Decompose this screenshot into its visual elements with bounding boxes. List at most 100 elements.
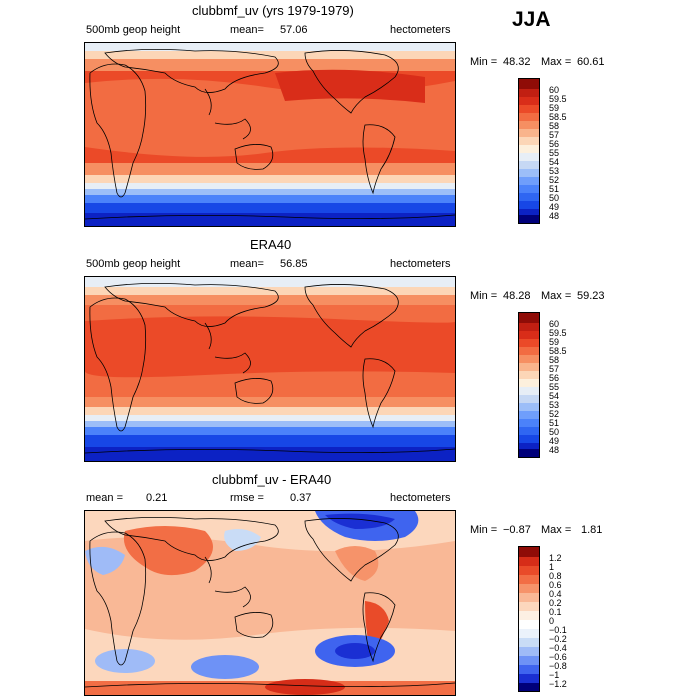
panel-1-max-label: Max = [541,56,572,68]
panel-2-mean-label: mean= [230,258,264,270]
map-2-coast-india [204,322,212,350]
cbar-1-label: 58.5 [549,112,567,122]
map-3-south-atlantic-core [335,643,375,659]
cbar-2-swatch [519,339,539,347]
map-2-coast-indonesia [214,352,251,374]
map-2-band-south-5 [85,435,455,447]
cbar-2-swatch [519,403,539,411]
map-2-band-north-mid [85,295,455,305]
cbar-2-swatch [519,419,539,427]
cbar-3-label: 1.2 [549,553,562,563]
cbar-1-swatch [519,169,539,177]
panel-1-map [84,42,456,227]
cbar-2-swatch [519,379,539,387]
map-1-coast-south-america [362,124,396,195]
cbar-3-label: 0.6 [549,580,562,590]
panel-1-title: clubbmf_uv (yrs 1979-1979) [192,3,354,18]
panel-1-min-value: 48.32 [503,56,531,68]
panel-2-field: 500mb geop height [86,258,181,270]
cbar-3-swatch [519,566,539,575]
map-2-band-south-sub [85,397,455,407]
map-1-coast-africa [89,63,147,198]
cbar-3-label: −0.1 [549,625,567,635]
map-1-band-south-2 [85,183,455,189]
map-3-west-negative [85,546,125,575]
cbar-1-label: 51 [549,184,560,194]
panel-2-min-label: Min = [470,290,498,302]
map-1-coast-north-america [304,50,399,114]
cbar-3-swatch [519,647,539,656]
cbar-1-label: 57 [549,130,560,140]
panel-3-rmse-label: rmse = [230,492,264,504]
cbar-1-swatch [519,153,539,161]
cbar-2-swatch [519,323,539,331]
panel-3-rmse-value: 0.37 [290,492,312,504]
map-3-coastlines [85,517,455,688]
cbar-3-label: 1 [549,562,555,572]
map-1-band-south-4 [85,195,455,203]
map-3-coast-india [204,556,212,584]
cbar-3-label: −0.2 [549,634,567,644]
cbar-1-label: 58 [549,121,560,131]
cbar-2-swatch [519,395,539,403]
panel-3-colorbar [518,546,540,692]
map-1-coast-antarctica [85,214,455,220]
cbar-1-label: 59.5 [549,94,567,104]
map-2-coastlines [85,283,455,454]
map-2-coast-australia [234,378,274,404]
map-3-asia-positive [123,526,213,576]
cbar-3-label: 0 [549,616,555,626]
cbar-1-label: 54 [549,157,560,167]
map-1-warm-blob [275,69,425,103]
map-1-coast-australia [234,144,274,170]
map-2-coast-south-america [362,358,396,429]
cbar-1-swatch [519,129,539,137]
cbar-3-swatch [519,674,539,683]
cbar-1-label: 53 [549,166,560,176]
panel-1-mean-value: 57.06 [280,24,308,36]
cbar-2-swatch [519,427,539,435]
cbar-3-swatch [519,620,539,629]
cbar-3-swatch [519,656,539,665]
panel-1-map-svg [85,43,455,226]
cbar-3-label: 0.1 [549,607,562,617]
panel-3-map [84,510,456,696]
map-2-coast-africa [89,297,147,432]
panel-3-title: clubbmf_uv - ERA40 [212,472,332,487]
panel-3-min-value: −0.87 [503,524,531,536]
map-2-band-antarctic [85,447,455,461]
map-1-band-south-3 [85,189,455,195]
map-3-antarctic-core [265,679,345,695]
cbar-1-label: 48 [549,211,560,221]
cbar-1-label: 60 [549,85,560,95]
panel-1-colorbar [518,78,540,224]
cbar-3-swatch [519,638,539,647]
cbar-3-label: 0.2 [549,598,562,608]
map-1-band-arctic [85,43,455,51]
cbar-2-label: 60 [549,319,560,329]
panel-2-title: ERA40 [250,237,292,252]
map-1-band-antarctic [85,213,455,226]
cbar-1-label: 49 [549,202,560,212]
cbar-2-label: 49 [549,436,560,446]
panel-2-min-value: 48.28 [503,290,531,302]
cbar-3-label: 0.8 [549,571,562,581]
cbar-2-label: 59.5 [549,328,567,338]
map-1-coastlines [85,49,455,220]
cbar-1-label: 55 [549,148,560,158]
cbar-3-label: −0.8 [549,661,567,671]
map-3-coast-eurasia [104,517,279,561]
cbar-2-label: 58 [549,355,560,365]
panel-1-field: 500mb geop height [86,24,181,36]
cbar-3-swatch [519,547,539,557]
panel-2-max-value: 59.23 [577,290,605,302]
cbar-1-swatch [519,209,539,215]
cbar-2-swatch [519,435,539,443]
panel-1-max-value: 60.61 [577,56,605,68]
cbar-2-label: 59 [549,337,560,347]
cbar-2-swatch [519,371,539,379]
panel-1-mean-label: mean= [230,24,264,36]
map-3-coast-antarctica [85,682,455,688]
cbar-2-label: 50 [549,427,560,437]
cbar-2-label: 55 [549,382,560,392]
